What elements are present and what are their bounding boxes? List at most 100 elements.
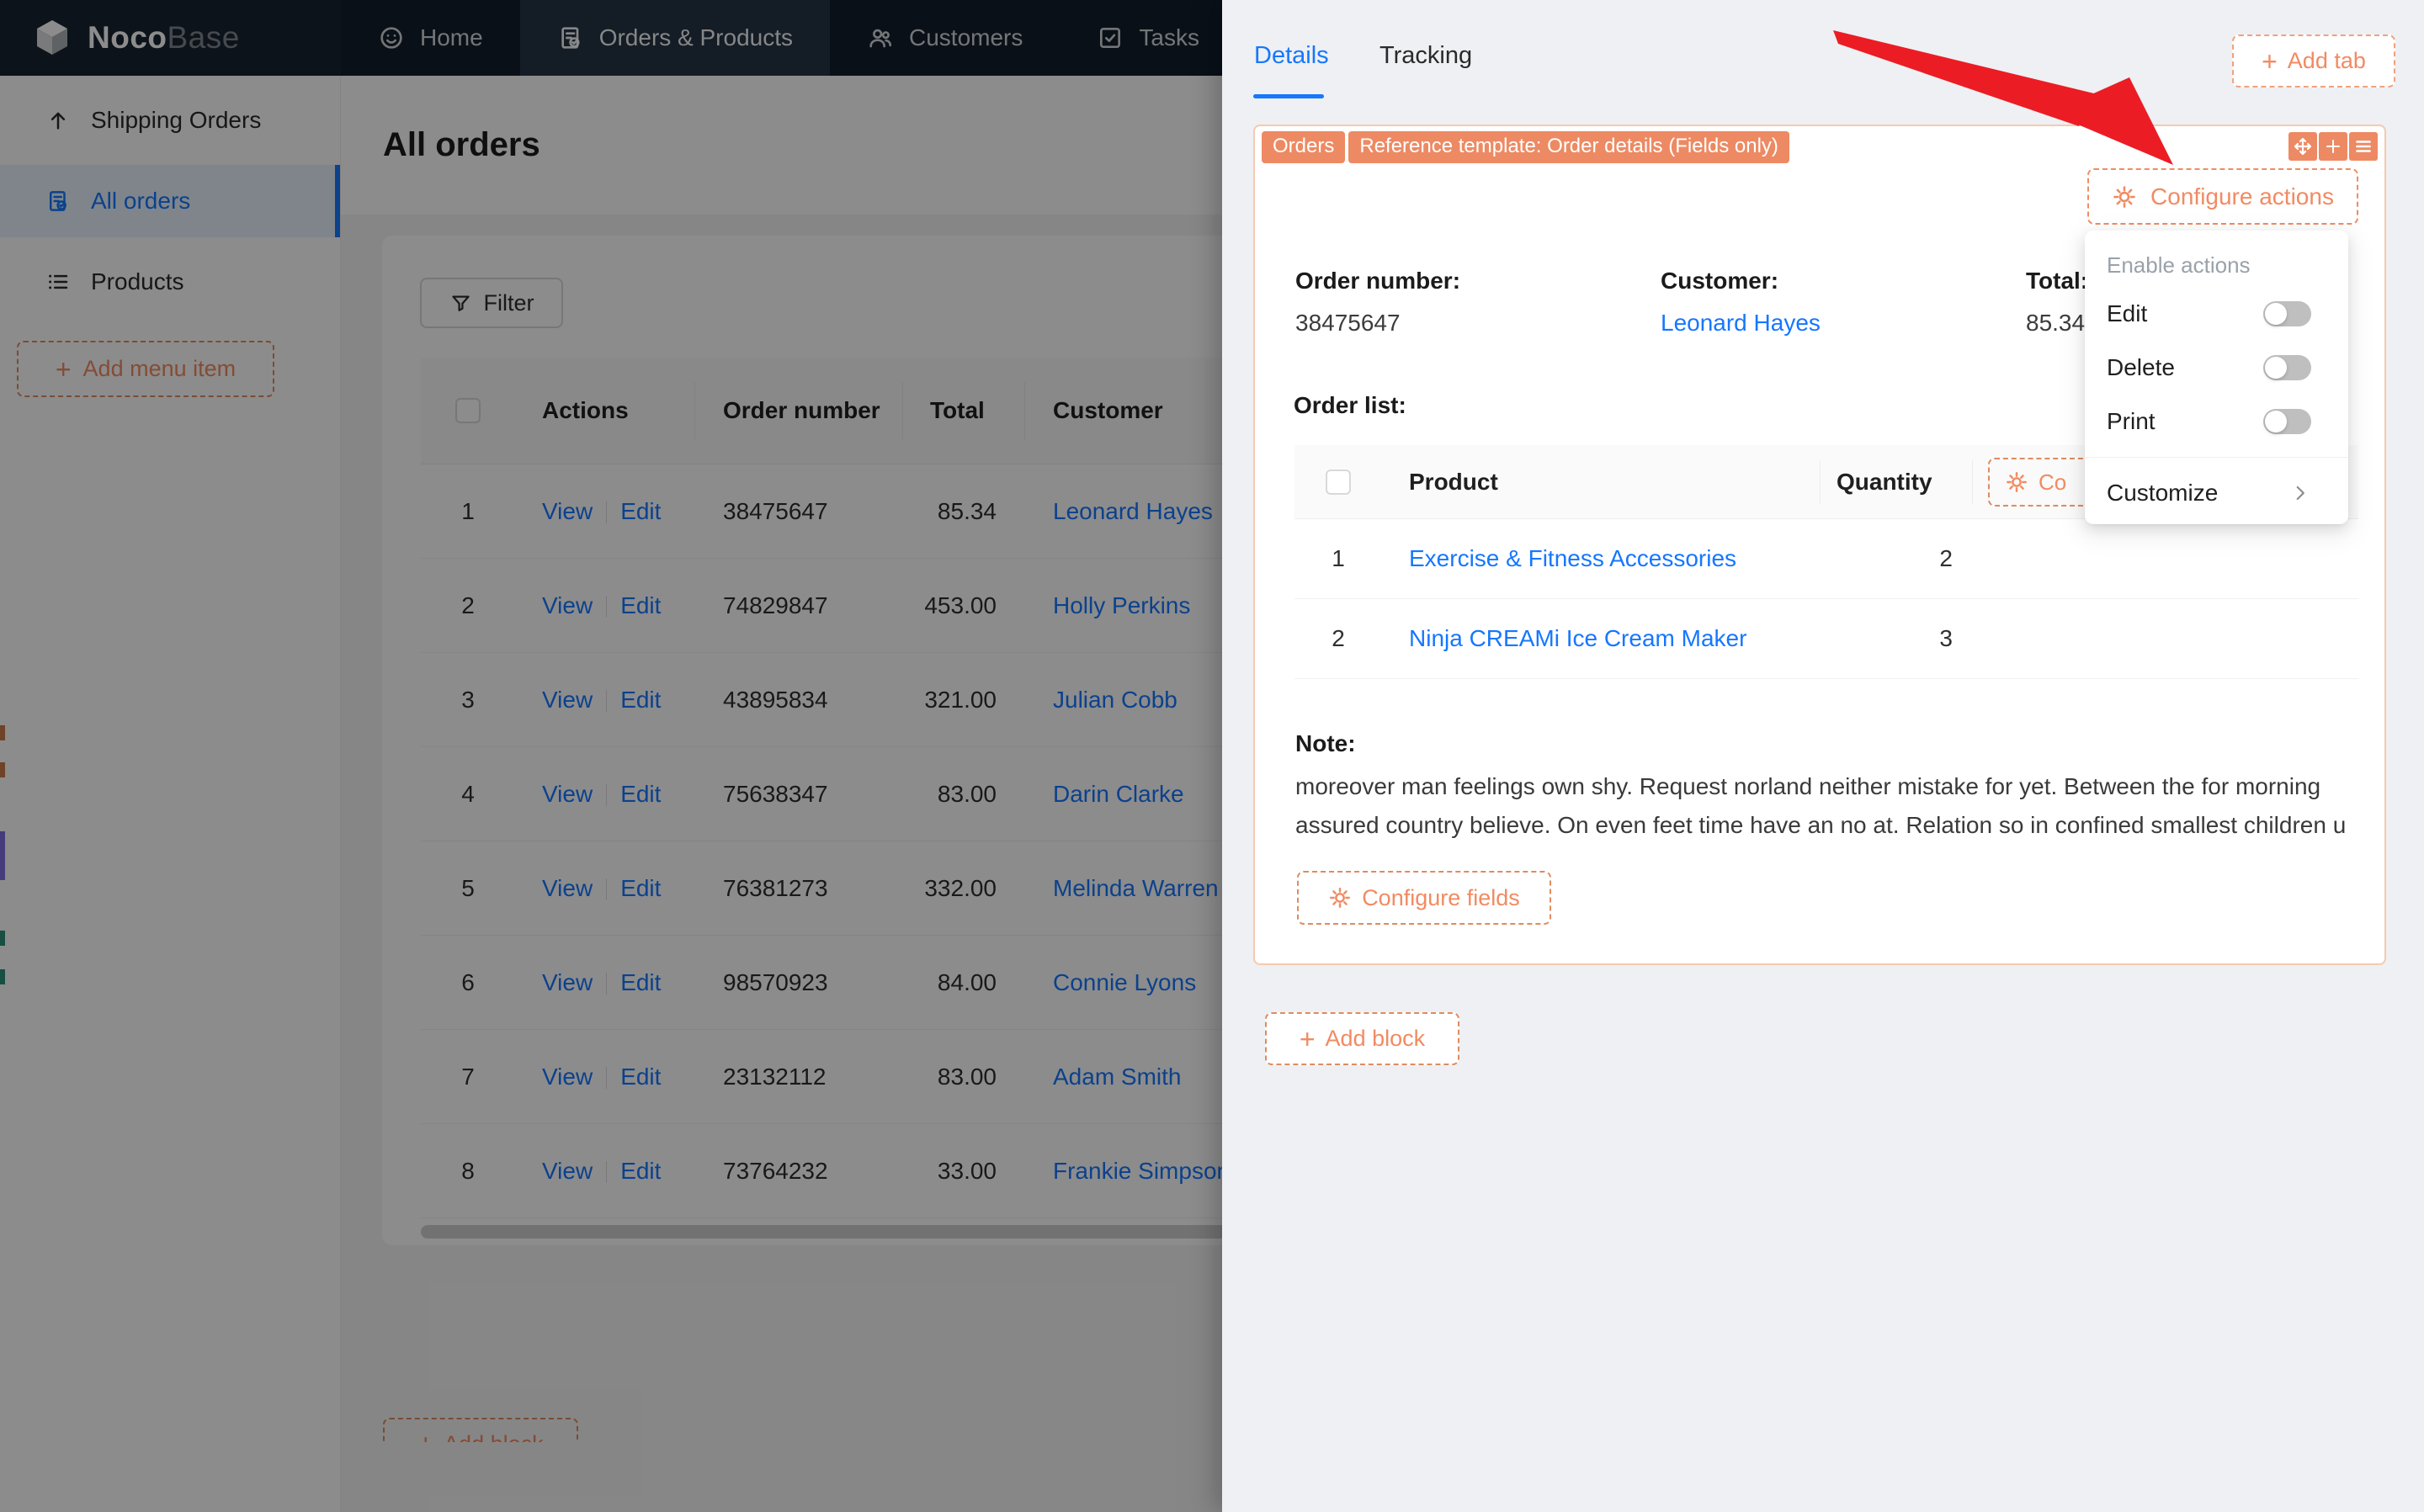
customer-link[interactable]: Holly Perkins [1053, 592, 1191, 618]
print-toggle[interactable] [2263, 409, 2311, 434]
top-nav-menu: Home Orders & Products Customers Tasks [341, 0, 1236, 76]
column-header-actions: Actions [515, 382, 695, 439]
nav-item-customers[interactable]: Customers [830, 0, 1060, 76]
view-link[interactable]: View [542, 686, 593, 713]
check-square-icon [1097, 24, 1124, 51]
sidebar-item-products[interactable]: Products [0, 246, 340, 318]
menu-button[interactable] [2349, 132, 2378, 161]
select-all-checkbox[interactable] [455, 398, 481, 423]
configure-fields-button[interactable]: Configure fields [1297, 871, 1551, 925]
template-badge: Reference template: Order details (Field… [1348, 131, 1789, 163]
customer-link[interactable]: Adam Smith [1053, 1063, 1182, 1090]
action-separator [606, 690, 608, 713]
product-link[interactable]: Exercise & Fitness Accessories [1409, 545, 1737, 571]
collection-badge: Orders [1262, 131, 1346, 163]
logo-text: NocoBase [88, 20, 240, 55]
total-cell: 83.00 [937, 1063, 997, 1090]
row-index: 1 [1332, 545, 1345, 571]
sidebar-item-shipping-orders[interactable]: Shipping Orders [0, 84, 340, 157]
designer-badges: Orders Reference template: Order details … [1262, 131, 1789, 163]
row-index: 4 [461, 780, 475, 807]
column-header-total: Total [903, 382, 1025, 439]
tab-tracking[interactable]: Tracking [1379, 42, 1473, 69]
sidebar-item-label: Shipping Orders [91, 107, 262, 133]
order-number-cell: 98570923 [723, 968, 828, 995]
menu-item-customize[interactable]: Customize [2085, 466, 2348, 520]
customer-link[interactable]: Connie Lyons [1053, 968, 1197, 995]
configure-actions-button[interactable]: Configure actions [2087, 168, 2358, 225]
quantity-cell: 3 [1939, 625, 1953, 651]
view-link[interactable]: View [542, 968, 593, 995]
toggle-row-delete: Delete [2085, 341, 2348, 395]
edge-artifact [0, 831, 5, 880]
drag-move-button[interactable] [2288, 132, 2317, 161]
row-actions: View Edit [515, 875, 695, 902]
action-separator [606, 1067, 608, 1090]
field-label: Customer: [1661, 268, 1779, 294]
edit-link[interactable]: Edit [620, 874, 662, 901]
edit-link[interactable]: Edit [620, 968, 662, 995]
add-tab-button[interactable]: + Add tab [2232, 34, 2395, 88]
add-menu-item-button[interactable]: + Add menu item [17, 341, 274, 397]
edit-link[interactable]: Edit [620, 780, 662, 807]
total-cell: 453.00 [924, 592, 997, 618]
order-number-cell: 74829847 [723, 592, 828, 618]
customer-link[interactable]: Leonard Hayes [1053, 497, 1213, 524]
edge-artifact [0, 762, 5, 777]
filter-button[interactable]: Filter [420, 278, 563, 328]
delete-toggle[interactable] [2263, 355, 2311, 380]
row-index: 2 [1332, 625, 1345, 651]
subtable-row: 2 Ninja CREAMi Ice Cream Maker 3 [1294, 599, 2358, 679]
nav-item-home[interactable]: Home [341, 0, 520, 76]
edit-link[interactable]: Edit [620, 1157, 662, 1184]
customer-link[interactable]: Melinda Warren [1053, 874, 1219, 901]
sidebar-item-all-orders[interactable]: All orders [0, 165, 340, 237]
view-link[interactable]: View [542, 874, 593, 901]
edit-link[interactable]: Edit [620, 592, 662, 618]
product-link[interactable]: Ninja CREAMi Ice Cream Maker [1409, 625, 1747, 651]
total-cell: 83.00 [937, 780, 997, 807]
smiley-icon [378, 24, 405, 51]
nav-item-tasks[interactable]: Tasks [1060, 0, 1236, 76]
field-value[interactable]: Leonard Hayes [1661, 310, 1821, 336]
nocobase-logo[interactable]: NocoBase [0, 0, 341, 76]
view-link[interactable]: View [542, 1063, 593, 1090]
nav-item-label: Home [420, 24, 483, 50]
tab-details[interactable]: Details [1254, 42, 1329, 69]
horizontal-scrollbar-thumb[interactable] [421, 1225, 1397, 1239]
edit-link[interactable]: Edit [620, 497, 662, 524]
product-cell: Exercise & Fitness Accessories [1382, 545, 1821, 572]
view-link[interactable]: View [542, 592, 593, 618]
configure-columns-button[interactable]: Co [1988, 458, 2131, 507]
note-label: Note: [1295, 730, 1356, 756]
add-block-button[interactable]: + Add block [1265, 1012, 1459, 1065]
row-actions: View Edit [515, 592, 695, 619]
gear-icon [2112, 184, 2137, 210]
action-separator [606, 973, 608, 995]
nav-item-orders-products[interactable]: Orders & Products [519, 0, 831, 76]
plus-button[interactable] [2319, 132, 2347, 161]
customer-link[interactable]: Darin Clarke [1053, 780, 1184, 807]
action-separator [606, 596, 608, 618]
view-link[interactable]: View [542, 497, 593, 524]
view-link[interactable]: View [542, 780, 593, 807]
action-separator [606, 1161, 608, 1184]
field-customer: Customer: Leonard Hayes [1661, 268, 2026, 337]
note-text: moreover man feelings own shy. Request n… [1295, 773, 2347, 838]
add-block-button[interactable]: + Add block [383, 1418, 578, 1442]
edit-link[interactable]: Edit [620, 686, 662, 713]
edit-toggle[interactable] [2263, 301, 2311, 326]
designer-toolbar [2288, 132, 2378, 161]
edit-link[interactable]: Edit [620, 1063, 662, 1090]
customer-link[interactable]: Julian Cobb [1053, 686, 1177, 713]
customer-link[interactable]: Frankie Simpson [1053, 1157, 1231, 1184]
row-index: 2 [461, 592, 475, 618]
view-link[interactable]: View [542, 1157, 593, 1184]
edge-artifact [0, 931, 5, 946]
subtable-select-all-checkbox[interactable] [1326, 469, 1351, 495]
customer-cell: Darin Clarke [1025, 781, 2424, 808]
order-number-cell: 75638347 [723, 780, 828, 807]
row-actions: View Edit [515, 969, 695, 996]
field-order-number: Order number: 38475647 [1295, 268, 1661, 337]
chevron-right-icon [2289, 482, 2311, 504]
